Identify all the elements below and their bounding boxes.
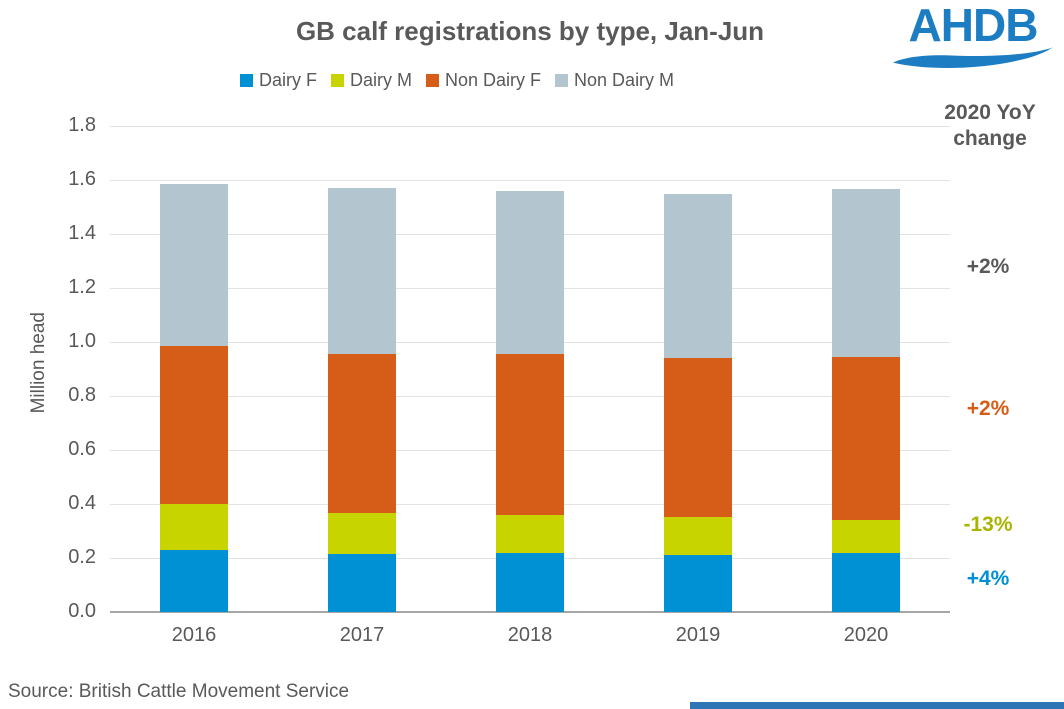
- bar-segment-2016-dairy-f: [160, 549, 228, 612]
- bar-segment-2018-dairy-f: [496, 553, 564, 612]
- y-tick-label: 1.8: [68, 114, 96, 136]
- yoy-annotation-3: +4%: [966, 567, 1010, 591]
- y-tick-label: 1.2: [68, 276, 96, 298]
- bar-segment-2017-dairy-m: [328, 513, 396, 554]
- legend-swatch-icon: [240, 74, 253, 87]
- bar-segment-2020-non-dairy-f: [832, 357, 900, 520]
- chart-legend: Dairy F Dairy M Non Dairy F Non Dairy M: [240, 70, 674, 91]
- y-tick-label: 0.8: [68, 384, 96, 406]
- bar-segment-2016-non-dairy-f: [160, 346, 228, 504]
- ahdb-logo-swoosh-icon: [893, 47, 1053, 68]
- legend-swatch-icon: [426, 74, 439, 87]
- y-tick-label: 1.4: [68, 222, 96, 244]
- bar-segment-2020-dairy-m: [832, 519, 900, 553]
- legend-item-non-dairy-m: Non Dairy M: [555, 70, 674, 91]
- bar-segment-2019-dairy-m: [664, 516, 732, 555]
- x-tick-label-2020: 2020: [843, 624, 889, 646]
- bar-segment-2017-non-dairy-m: [328, 187, 396, 354]
- bar-segment-2019-non-dairy-m: [664, 193, 732, 358]
- bar-segment-2019-dairy-f: [664, 554, 732, 612]
- legend-item-non-dairy-f: Non Dairy F: [426, 70, 541, 91]
- bar-segment-2016-non-dairy-m: [160, 184, 228, 347]
- x-axis-line: [110, 611, 950, 613]
- legend-label: Dairy M: [350, 70, 412, 90]
- yoy-change-header: 2020 YoY change: [944, 101, 1036, 151]
- yoy-annotation-0: +2%: [966, 255, 1010, 279]
- bar-segment-2017-non-dairy-f: [328, 353, 396, 514]
- x-tick-label-2017: 2017: [339, 624, 385, 646]
- y-gridline: [110, 126, 950, 127]
- y-tick-label: 1.6: [68, 168, 96, 190]
- legend-swatch-icon: [331, 74, 344, 87]
- bar-segment-2018-non-dairy-m: [496, 190, 564, 355]
- chart-title: GB calf registrations by type, Jan-Jun: [295, 16, 765, 46]
- bar-segment-2020-non-dairy-m: [832, 189, 900, 358]
- y-tick-label: 0.6: [68, 438, 96, 460]
- y-gridline: [110, 180, 950, 181]
- y-tick-label: 0.2: [68, 546, 96, 568]
- legend-label: Dairy F: [259, 70, 317, 90]
- x-tick-label-2016: 2016: [171, 624, 217, 646]
- legend-label: Non Dairy F: [445, 70, 542, 90]
- bar-segment-2016-dairy-m: [160, 504, 228, 550]
- legend-label: Non Dairy M: [574, 70, 675, 90]
- y-tick-label: 1.0: [68, 330, 96, 352]
- ahdb-logo-text: AHDB: [908, 0, 1039, 51]
- x-tick-label-2019: 2019: [675, 624, 721, 646]
- bar-segment-2020-dairy-f: [832, 552, 900, 612]
- yoy-annotation-2: -13%: [963, 513, 1013, 537]
- source-caption: Source: British Cattle Movement Service: [8, 681, 350, 702]
- bar-segment-2019-non-dairy-f: [664, 357, 732, 517]
- bar-segment-2018-non-dairy-f: [496, 354, 564, 515]
- bar-segment-2017-dairy-f: [328, 553, 396, 612]
- y-tick-label: 0.4: [68, 492, 96, 514]
- footer-accent-bar: [690, 702, 1064, 709]
- legend-swatch-icon: [555, 74, 569, 87]
- y-tick-label: 0.0: [68, 600, 96, 622]
- yoy-annotation-1: +2%: [966, 397, 1010, 421]
- legend-item-dairy-f: Dairy F: [240, 70, 317, 91]
- legend-item-dairy-m: Dairy M: [331, 70, 412, 91]
- bar-segment-2018-dairy-m: [496, 514, 564, 554]
- ahdb-logo: AHDB: [888, 2, 1058, 72]
- x-tick-label-2018: 2018: [507, 624, 553, 646]
